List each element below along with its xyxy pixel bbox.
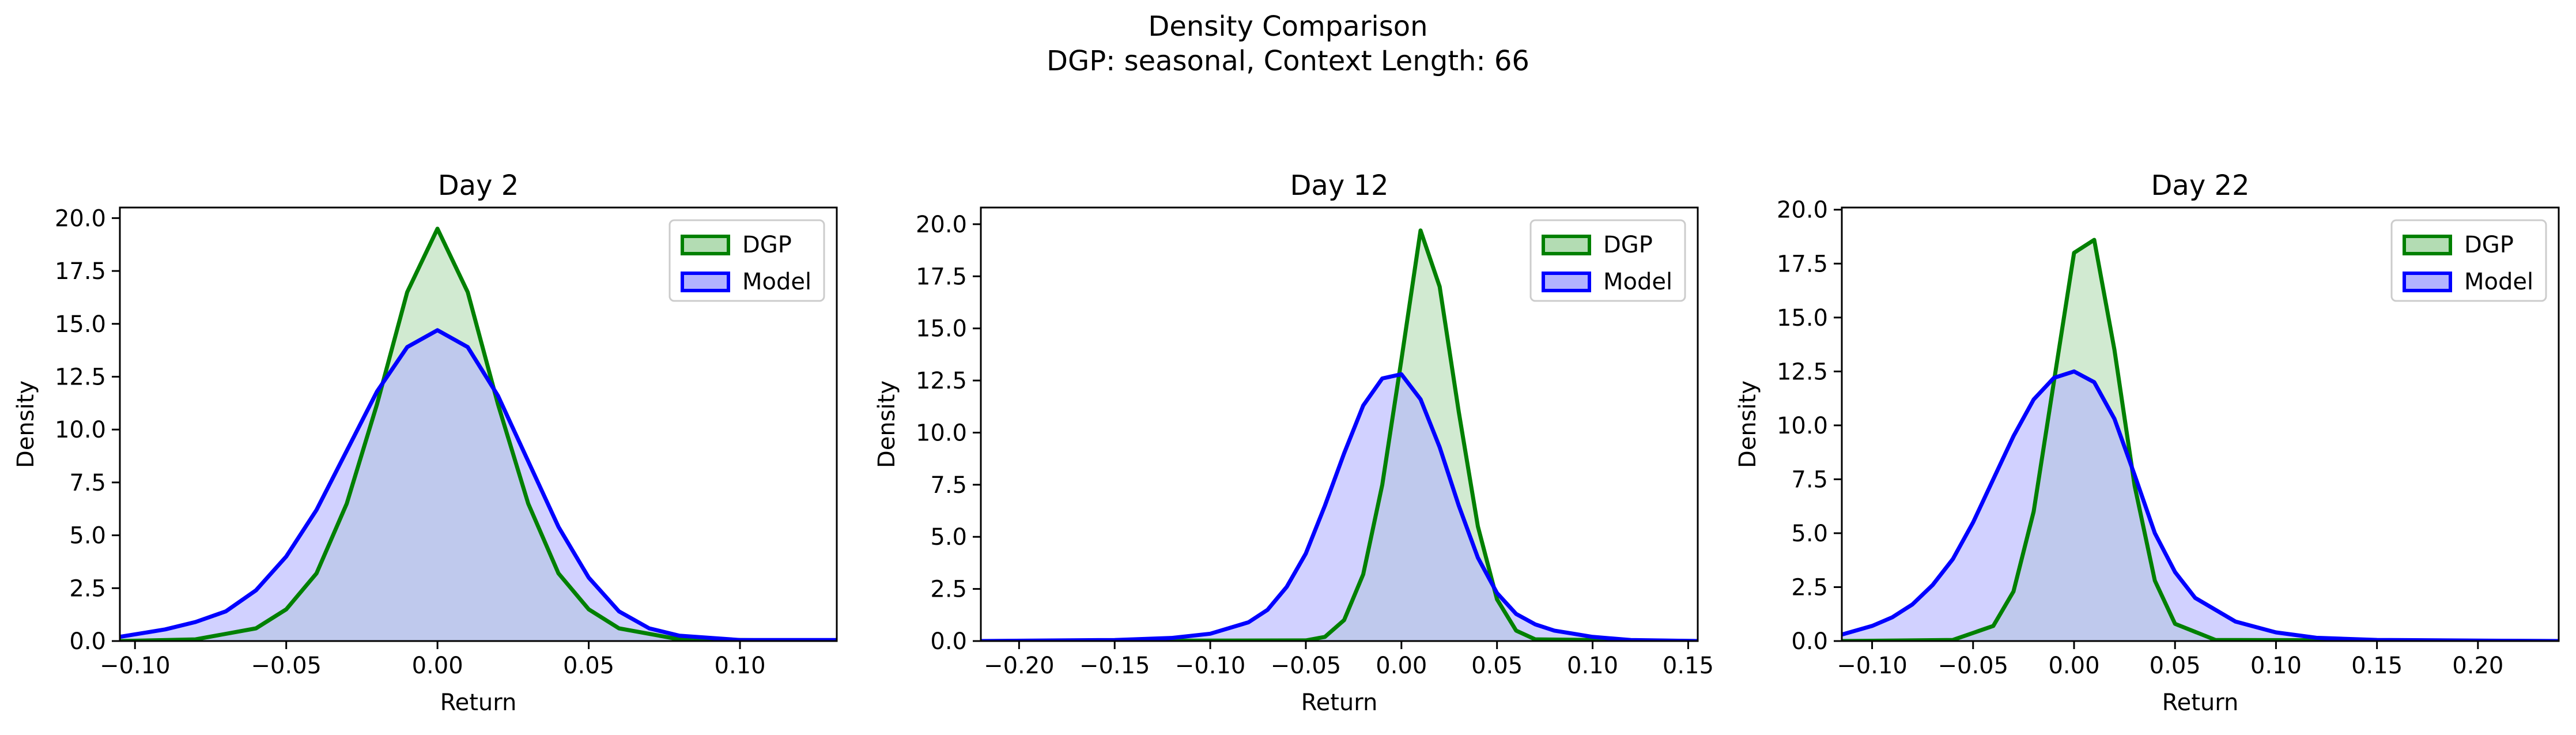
x-axis-label: Return — [1301, 689, 1378, 716]
panel-title: Day 2 — [438, 169, 519, 202]
legend: DGP Model — [2390, 219, 2547, 302]
x-tick-label: −0.15 — [1079, 653, 1150, 679]
dgp-density-line — [1842, 238, 2559, 641]
y-tick-label: 7.5 — [1791, 466, 1828, 493]
y-tick-label: 20.0 — [916, 212, 967, 238]
y-tick-label: 2.5 — [930, 576, 967, 603]
plot-area — [120, 227, 837, 641]
legend-swatch-dgp — [681, 235, 730, 255]
x-tick-label: 0.20 — [2452, 653, 2503, 679]
y-tick-label: 7.5 — [69, 470, 106, 496]
charts-container: −0.10 −0.05 0.00 0.05 0.10 0.0 2.5 5.0 7.5 10.0 12… — [13, 169, 2560, 716]
x-tick-label: 0.10 — [1567, 653, 1618, 679]
y-tick-label: 2.5 — [69, 575, 106, 602]
model-density-line — [1842, 369, 2559, 641]
y-tick-label: 15.0 — [1777, 305, 1828, 331]
legend: DGP Model — [1529, 219, 1686, 302]
legend-label-dgp: DGP — [1603, 232, 1653, 258]
legend-swatch-model — [2403, 272, 2452, 292]
density-panel-3: −0.10 −0.05 0.00 0.05 0.10 0.15 0.20 0.0 2.5 5.0 7… — [1735, 169, 2560, 716]
model-density-line — [981, 372, 1698, 641]
x-tick-label: 0.05 — [2150, 653, 2201, 679]
axes-frame — [1841, 206, 2560, 642]
dgp-density-line — [120, 227, 837, 641]
x-tick-label: 0.10 — [715, 653, 766, 679]
y-tick-label: 5.0 — [930, 524, 967, 551]
suptitle-line-2: DGP: seasonal, Context Length: 66 — [1047, 45, 1529, 77]
legend-label-dgp: DGP — [742, 232, 792, 258]
y-tick-label: 0.0 — [930, 628, 967, 655]
model-density-fill — [981, 374, 1698, 641]
legend-label-model: Model — [1603, 269, 1672, 295]
y-tick-label: 12.5 — [1777, 359, 1828, 385]
y-axis-label: Density — [874, 380, 900, 468]
y-tick-label: 15.0 — [916, 316, 967, 342]
model-density-line — [120, 328, 837, 641]
dgp-density-line — [981, 228, 1698, 641]
y-tick-label: 15.0 — [55, 311, 106, 338]
x-tick-label: −0.10 — [100, 653, 171, 679]
x-tick-label: 0.00 — [412, 653, 463, 679]
x-tick-label: 0.15 — [1663, 653, 1714, 679]
y-tick-label: 0.0 — [1791, 628, 1828, 655]
y-tick-label: 17.5 — [1777, 251, 1828, 277]
x-tick-label: 0.05 — [1471, 653, 1523, 679]
y-axis-label: Density — [1735, 380, 1761, 468]
legend-swatch-dgp — [2403, 235, 2452, 255]
x-tick-label: 0.10 — [2250, 653, 2302, 679]
legend-swatch-model — [681, 272, 730, 292]
y-tick-label: 12.5 — [55, 364, 106, 390]
x-tick-label: 0.00 — [2048, 653, 2099, 679]
legend: DGP Model — [668, 219, 825, 302]
panel-title: Day 22 — [2151, 169, 2249, 202]
legend-swatch-model — [1542, 272, 1591, 292]
legend-swatch-dgp — [1542, 235, 1591, 255]
y-tick-label: 20.0 — [1777, 197, 1828, 224]
suptitle-line-1: Density Comparison — [1148, 10, 1427, 43]
x-tick-label: −0.05 — [251, 653, 322, 679]
y-tick-label: 7.5 — [930, 472, 967, 499]
y-tick-label: 20.0 — [55, 205, 106, 232]
plot-area — [981, 228, 1698, 641]
x-tick-label: −0.20 — [984, 653, 1055, 679]
axes-frame — [119, 206, 838, 642]
y-tick-label: 5.0 — [1791, 521, 1828, 547]
density-panel-2: −0.20 −0.15 −0.10 −0.05 0.00 0.05 0.10 0.15 0.0 2… — [874, 169, 1714, 716]
y-tick-label: 12.5 — [916, 368, 967, 394]
y-tick-label: 10.0 — [1777, 413, 1828, 439]
x-tick-label: −0.05 — [1271, 653, 1342, 679]
model-density-fill — [1842, 371, 2559, 641]
legend-label-model: Model — [742, 269, 811, 295]
x-tick-label: 0.00 — [1376, 653, 1427, 679]
y-tick-label: 0.0 — [69, 628, 106, 655]
y-tick-label: 2.5 — [1791, 574, 1828, 601]
y-tick-label: 10.0 — [55, 417, 106, 443]
plot-area — [1842, 238, 2559, 641]
y-tick-label: 5.0 — [69, 523, 106, 549]
x-tick-label: −0.10 — [1175, 653, 1246, 679]
x-tick-label: 0.15 — [2351, 653, 2403, 679]
model-density-fill — [120, 330, 837, 641]
y-tick-label: 10.0 — [916, 420, 967, 446]
x-tick-label: 0.05 — [563, 653, 614, 679]
y-tick-label: 17.5 — [55, 258, 106, 285]
legend-label-dgp: DGP — [2464, 232, 2514, 258]
x-tick-label: −0.10 — [1837, 653, 1908, 679]
x-tick-label: −0.05 — [1937, 653, 2008, 679]
x-axis-label: Return — [2162, 689, 2239, 716]
legend-label-model: Model — [2464, 269, 2533, 295]
panel-title: Day 12 — [1290, 169, 1388, 202]
density-panel-1: −0.10 −0.05 0.00 0.05 0.10 0.0 2.5 5.0 7.5 10.0 12… — [13, 169, 838, 716]
axes-frame — [980, 206, 1699, 642]
y-axis-label: Density — [13, 380, 39, 468]
x-axis-label: Return — [440, 689, 517, 716]
y-tick-label: 17.5 — [916, 263, 967, 290]
